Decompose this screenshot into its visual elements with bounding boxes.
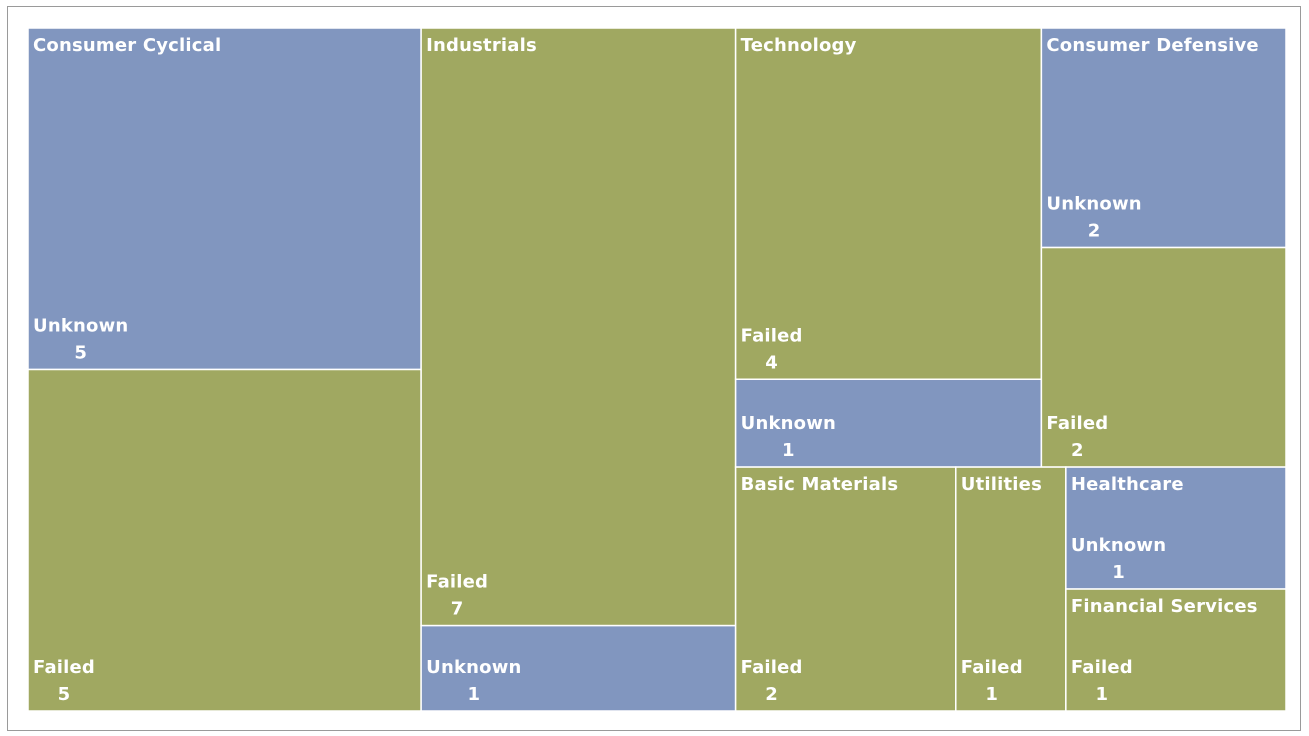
treemap-cell bbox=[420, 27, 737, 627]
cell-value: 2 bbox=[765, 684, 778, 705]
treemap-cell bbox=[1040, 246, 1287, 468]
cell-label: Failed bbox=[1071, 657, 1133, 678]
cell-value: 1 bbox=[1095, 684, 1108, 705]
cell-value: 2 bbox=[1088, 221, 1101, 242]
labels: Unknown 5 Failed 5 Consumer Cyclical Failed 7 U… bbox=[33, 35, 1259, 705]
treemap-cell bbox=[1065, 588, 1287, 712]
cell-value: 7 bbox=[451, 599, 464, 620]
treemap-cell bbox=[27, 27, 422, 371]
treemap-cell bbox=[734, 378, 1043, 468]
cell-label: Unknown bbox=[1071, 535, 1166, 556]
cell-value: 5 bbox=[74, 343, 87, 364]
cell-value: 4 bbox=[765, 352, 778, 373]
group-label: Industrials bbox=[426, 35, 537, 56]
treemap-cell bbox=[420, 624, 737, 712]
cell-value: 1 bbox=[1112, 562, 1125, 583]
cell-label: Unknown bbox=[33, 316, 128, 337]
treemap-cell bbox=[27, 368, 422, 712]
group-label: Technology bbox=[741, 35, 857, 56]
cell-value: 5 bbox=[58, 684, 71, 705]
group-label: Basic Materials bbox=[741, 474, 899, 495]
cell-value: 2 bbox=[1071, 440, 1084, 461]
group-label: Utilities bbox=[961, 474, 1042, 495]
cell-label: Failed bbox=[741, 325, 803, 346]
cell-label: Failed bbox=[961, 657, 1023, 678]
cell-label: Failed bbox=[426, 572, 488, 593]
chart-frame bbox=[7, 6, 1301, 731]
group-label: Healthcare bbox=[1071, 474, 1184, 495]
treemap-cell bbox=[1040, 27, 1287, 249]
cell-label: Failed bbox=[33, 657, 95, 678]
cell-label: Unknown bbox=[741, 413, 836, 434]
treemap-cell bbox=[955, 466, 1067, 712]
cell-value: 1 bbox=[467, 684, 480, 705]
cell-value: 1 bbox=[985, 684, 998, 705]
treemap-cell bbox=[1065, 466, 1287, 590]
group-label: Consumer Cyclical bbox=[33, 35, 221, 56]
cell-label: Unknown bbox=[426, 657, 521, 678]
cell-value: 1 bbox=[782, 440, 795, 461]
group-label: Consumer Defensive bbox=[1046, 35, 1258, 56]
cell-label: Unknown bbox=[1046, 194, 1141, 215]
cell-label: Failed bbox=[741, 657, 803, 678]
leaves bbox=[27, 27, 1287, 712]
group-label: Financial Services bbox=[1071, 596, 1258, 617]
treemap-cell bbox=[734, 466, 957, 712]
cell-label: Failed bbox=[1046, 413, 1108, 434]
